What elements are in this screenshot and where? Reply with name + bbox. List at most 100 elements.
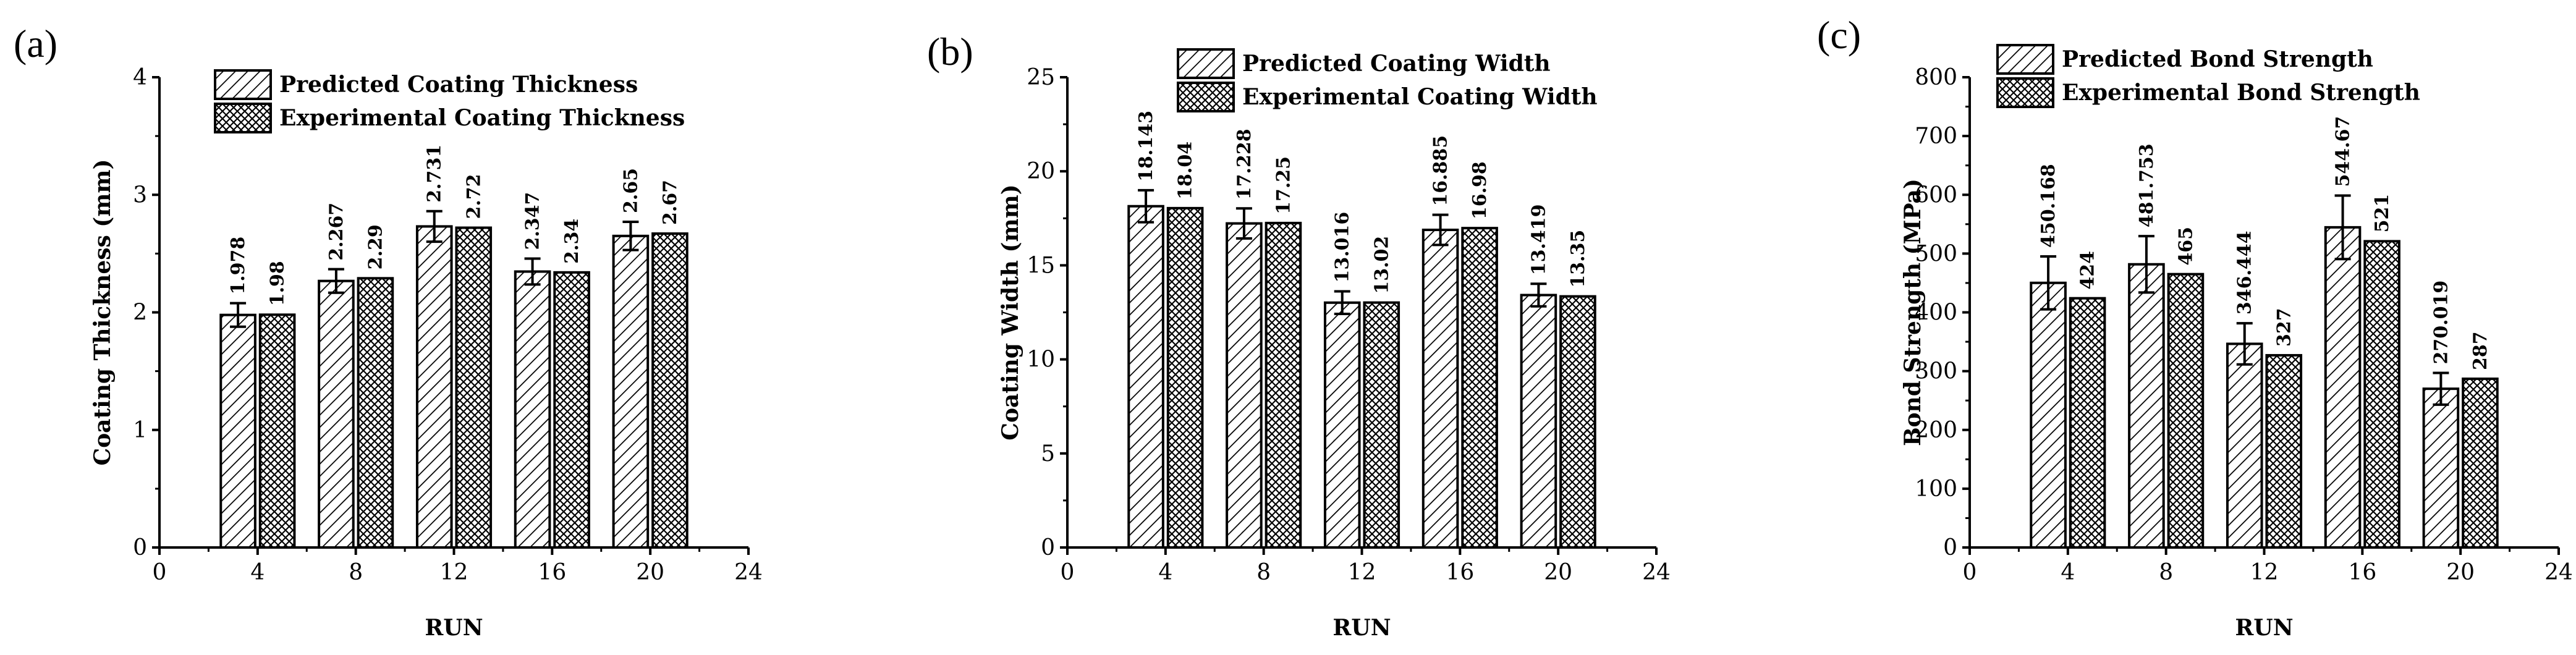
data-label: 465 [2175, 227, 2197, 266]
bar-experimental [258, 313, 296, 549]
y-axis-title: Coating Thickness (mm) [90, 159, 116, 465]
data-label: 2.267 [326, 203, 347, 261]
bar-experimental [1166, 206, 1204, 549]
bar-predicted [415, 225, 453, 549]
y-tick-label: 700 [1915, 124, 1957, 149]
bar-predicted [1226, 222, 1263, 549]
y-tick-label: 0 [1943, 535, 1957, 560]
data-label: 481.753 [2136, 143, 2158, 227]
legend-swatch-predicted [1177, 48, 1235, 79]
x-tick-label: 24 [2544, 560, 2573, 585]
data-label: 2.65 [620, 168, 642, 213]
x-tick-label: 8 [349, 560, 363, 585]
data-label: 450.168 [2038, 164, 2059, 248]
y-tick-label: 25 [1027, 65, 1055, 90]
bar-predicted [219, 313, 256, 549]
legend-label: Experimental Bond Strength [2062, 80, 2420, 106]
bar-predicted [318, 279, 355, 549]
data-label: 521 [2371, 194, 2393, 233]
x-tick-label: 8 [1256, 560, 1271, 585]
y-tick-label: 20 [1027, 159, 1055, 184]
bar-predicted [1323, 301, 1361, 549]
y-tick-label: 500 [1915, 241, 1957, 266]
legend: Predicted Coating Thickness Experimental … [214, 69, 685, 133]
legend-swatch-experimental [1177, 82, 1235, 112]
data-label: 287 [2470, 331, 2491, 370]
data-label: 2.731 [424, 145, 446, 203]
x-tick-label: 16 [1446, 560, 1474, 585]
legend-swatch-predicted [214, 69, 272, 100]
y-tick-label: 3 [133, 182, 147, 208]
bar-experimental [2069, 297, 2106, 549]
panel-label: (c) [1817, 13, 1861, 57]
data-label: 544.67 [2332, 116, 2354, 187]
data-label: 1.978 [227, 237, 249, 295]
legend: Predicted Coating Width Experimental Coat… [1177, 48, 1598, 112]
y-tick-label: 5 [1041, 441, 1055, 467]
data-label: 16.885 [1430, 135, 1452, 206]
x-tick-label: 4 [2061, 560, 2075, 585]
chart-panel-3: (c)450.168 481.753346.444544.67270.019424… [1817, 13, 2573, 641]
legend-label: Predicted Coating Thickness [279, 72, 638, 98]
bar-experimental [357, 277, 394, 549]
data-label: 327 [2273, 308, 2295, 347]
bar-experimental [2462, 377, 2499, 549]
data-label: 2.29 [365, 224, 386, 269]
bar-predicted [1421, 229, 1459, 549]
x-axis-title: RUN [2235, 615, 2293, 641]
legend-label: Predicted Coating Width [1242, 51, 1551, 77]
x-tick-label: 0 [1963, 560, 1977, 585]
y-tick-label: 200 [1915, 418, 1957, 443]
x-tick-label: 24 [1642, 560, 1671, 585]
chart-panel-2: (b) 18.143 17.228 13.016 16.885 13.419 18.04 17… [927, 30, 1671, 641]
y-axis-title: Bond Strength (MPa) [1900, 179, 1926, 446]
bar-experimental [1363, 301, 1400, 549]
x-tick-label: 0 [153, 560, 167, 585]
x-tick-label: 4 [1158, 560, 1172, 585]
data-label: 13.419 [1528, 204, 1549, 275]
y-axis-title: Coating Width (mm) [998, 184, 1023, 440]
data-label: 17.228 [1234, 129, 1255, 200]
panel-label: (b) [927, 30, 973, 74]
y-tick-label: 300 [1915, 359, 1957, 384]
data-label: 346.444 [2234, 230, 2256, 315]
legend-label: Predicted Bond Strength [2062, 46, 2373, 72]
panel-label: (a) [14, 22, 57, 66]
x-tick-label: 24 [734, 560, 763, 585]
bar-predicted [2030, 281, 2067, 549]
bar-predicted [2128, 263, 2165, 549]
data-label: 2.34 [561, 219, 583, 264]
x-tick-label: 8 [2159, 560, 2173, 585]
legend-label: Experimental Coating Width [1242, 84, 1598, 110]
data-label: 1.98 [267, 261, 289, 306]
bar-experimental [2265, 353, 2303, 549]
data-label: 16.98 [1469, 161, 1491, 219]
x-tick-label: 20 [636, 560, 664, 585]
bar-predicted [514, 270, 551, 549]
x-tick-label: 12 [440, 560, 468, 585]
data-label: 18.04 [1175, 142, 1197, 200]
data-label: 2.347 [522, 192, 544, 250]
y-tick-label: 15 [1027, 253, 1055, 278]
data-label: 13.02 [1371, 236, 1392, 294]
bar-experimental [1265, 221, 1302, 549]
y-tick-label: 400 [1915, 300, 1957, 326]
x-axis-title: RUN [425, 615, 483, 641]
bar-experimental [553, 271, 590, 549]
data-label: 13.35 [1567, 230, 1589, 288]
bar-experimental [2167, 273, 2205, 549]
x-tick-label: 12 [2250, 560, 2279, 585]
y-tick-label: 800 [1915, 65, 1957, 90]
bar-experimental [651, 232, 688, 549]
bar-predicted [2324, 226, 2362, 549]
bar-experimental [455, 226, 493, 549]
x-axis-title: RUN [1332, 615, 1391, 641]
chart-panel-1: (a) 1.978 2.267 2.731 2.347 2.65 1.98 2.29 2.72 2… [14, 22, 763, 641]
legend-label: Experimental Coating Thickness [279, 105, 685, 131]
bar-experimental [2363, 240, 2400, 549]
legend-swatch-experimental [1996, 77, 2054, 108]
data-label: 2.72 [463, 174, 485, 219]
bar-predicted [1127, 205, 1164, 549]
y-tick-label: 10 [1027, 347, 1055, 373]
